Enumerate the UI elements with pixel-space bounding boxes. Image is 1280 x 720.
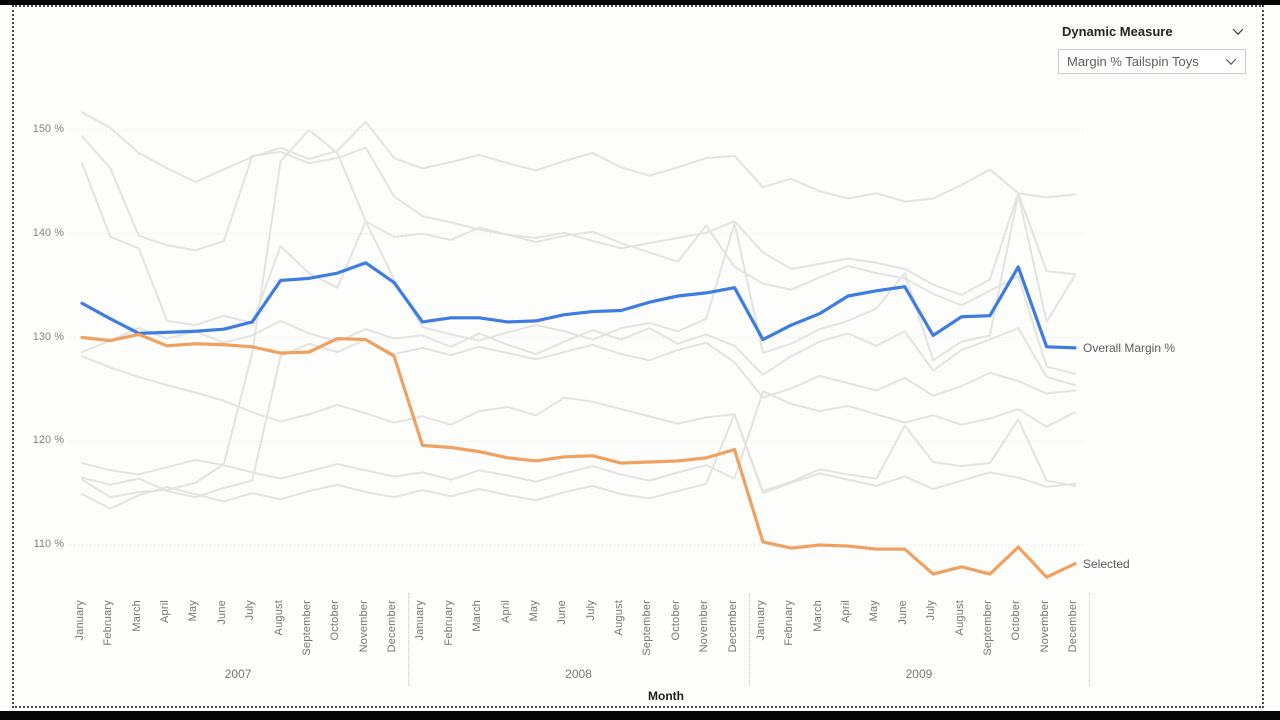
year-separator <box>408 593 410 685</box>
x-tick-label: November <box>1038 600 1051 653</box>
bottom-border-bar <box>0 711 1280 720</box>
x-tick-label: July <box>584 600 597 621</box>
chevron-down-icon <box>1232 28 1244 35</box>
y-tick-label: 110 % <box>33 538 64 550</box>
x-tick-label: June <box>556 600 569 625</box>
x-tick-label: June <box>896 600 909 625</box>
x-tick-label: February <box>783 600 796 646</box>
x-year-label: 2009 <box>905 667 933 681</box>
dynamic-measure-label: Dynamic Measure <box>1062 24 1173 39</box>
series-line-gray-8[interactable] <box>81 338 1076 499</box>
x-tick-label: October <box>329 600 342 641</box>
measure-dropdown-value: Margin % Tailspin Toys <box>1067 54 1199 69</box>
series-line-gray-7[interactable] <box>81 390 1076 483</box>
series-line-gray-3[interactable] <box>81 129 1076 499</box>
x-tick-label: March <box>471 600 484 632</box>
x-tick-label: February <box>442 600 455 646</box>
series-line-gray-4[interactable] <box>81 162 1076 362</box>
x-tick-label: July <box>244 600 257 621</box>
x-tick-label: May <box>187 600 200 622</box>
x-tick-label: March <box>811 600 824 632</box>
y-tick-label: 140 % <box>32 226 64 239</box>
x-tick-label: August <box>953 600 966 636</box>
y-tick-label: 120 % <box>32 434 64 447</box>
year-separator <box>1089 593 1091 685</box>
x-tick-label: April <box>499 600 512 624</box>
x-tick-label: April <box>159 600 172 624</box>
x-tick-label: December <box>1067 600 1079 653</box>
x-year-label: 2007 <box>224 667 252 681</box>
series-line-gray-2[interactable] <box>81 135 1076 296</box>
x-tick-label: December <box>726 600 739 653</box>
dynamic-measure-header[interactable]: Dynamic Measure <box>1062 24 1244 39</box>
x-tick-label: August <box>613 600 626 636</box>
x-tick-label: October <box>1010 600 1023 641</box>
series-end-label: Overall Margin % <box>1083 340 1176 355</box>
year-separator <box>748 593 750 685</box>
x-year-label: 2008 <box>565 667 592 681</box>
x-tick-label: May <box>868 600 881 622</box>
measure-dropdown[interactable]: Margin % Tailspin Toys <box>1058 49 1246 74</box>
x-tick-label: January <box>754 600 767 641</box>
series-line-gray-1[interactable] <box>81 111 1076 203</box>
x-tick-label: August <box>272 600 285 636</box>
x-tick-label: April <box>840 600 853 624</box>
chevron-down-icon <box>1225 58 1237 65</box>
x-tick-label: June <box>215 600 228 625</box>
x-tick-label: September <box>981 600 994 656</box>
x-tick-label: November <box>357 600 370 653</box>
x-tick-label: July <box>925 600 938 621</box>
x-tick-label: September <box>300 600 313 656</box>
x-tick-label: February <box>102 600 115 646</box>
x-tick-label: December <box>386 600 399 653</box>
x-tick-label: March <box>130 600 143 632</box>
x-axis-title: Month <box>648 689 684 703</box>
y-tick-label: 150 % <box>32 123 64 135</box>
x-tick-label: November <box>698 600 711 653</box>
series-end-label: Selected <box>1083 556 1130 571</box>
series-line-selected[interactable] <box>80 332 1077 579</box>
series-line-overall-margin-[interactable] <box>80 261 1077 350</box>
y-tick-label: 130 % <box>32 330 64 343</box>
series-line-gray-5[interactable] <box>81 319 1076 387</box>
x-tick-label: May <box>527 600 540 622</box>
x-tick-label: January <box>74 600 86 641</box>
x-tick-label: September <box>641 600 654 656</box>
x-tick-label: January <box>414 600 427 641</box>
series-line-gray-9[interactable] <box>81 413 1076 510</box>
series-line-gray-6[interactable] <box>81 355 1076 493</box>
x-tick-label: October <box>669 600 682 641</box>
top-border-bar <box>0 0 1280 5</box>
